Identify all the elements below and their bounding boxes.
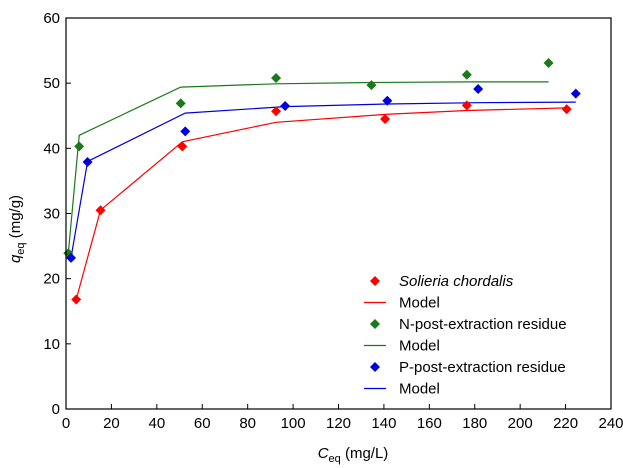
y-tick-label: 0 [52,401,60,418]
y-tick-label: 60 [43,10,60,27]
y-tick-label: 10 [43,336,60,353]
y-tick-label: 20 [43,271,60,288]
data-point [95,205,106,216]
legend: Solieria chordalis Model N-post-extraction… [364,273,567,398]
data-point [473,84,484,95]
x-tick-label: 0 [62,415,70,432]
data-point [380,114,391,125]
x-tick-label: 100 [281,415,306,432]
data-point [82,157,93,168]
data-point [280,100,291,111]
legend-label: Model [399,295,440,312]
data-point [177,141,188,152]
data-point [461,69,472,80]
data-point [71,294,82,305]
plot-area [63,57,581,305]
data-point [175,98,186,109]
legend-label: Model [399,381,440,398]
legend-label: P-post-extraction residue [399,359,566,376]
x-tick-label: 200 [508,415,533,432]
legend-label: N-post-extraction residue [399,316,567,333]
legend-marker [370,276,380,286]
x-tick-label: 120 [326,415,351,432]
x-tick-label: 20 [103,415,120,432]
data-point [366,80,377,91]
y-axis-title: qeq (mg/g) [7,195,27,263]
data-point [570,88,581,99]
y-tick-label: 30 [43,206,60,223]
x-tick-label: 240 [598,415,623,432]
data-point [271,72,282,83]
legend-marker [370,362,380,372]
x-tick-label: 60 [194,415,211,432]
plot-frame [65,17,612,410]
data-point [543,57,554,68]
x-tick-label: 140 [371,415,396,432]
model-line-1 [75,107,567,300]
data-point [382,95,393,106]
data-point [461,100,472,111]
x-tick-label: 180 [462,415,487,432]
x-tick-label: 160 [417,415,442,432]
axes: 0 20 40 60 80 100 120 140 160 180 200 220 240 0 10 20 30… [43,10,623,432]
x-tick-label: 220 [553,415,578,432]
model-line-3 [67,81,549,254]
model-line-5 [70,101,576,258]
y-tick-label: 40 [43,140,60,157]
data-point [271,106,282,117]
legend-marker [370,319,380,329]
y-tick-label: 50 [43,75,60,92]
data-point [180,126,191,137]
data-point [561,104,572,115]
legend-label: Solieria chordalis [399,273,514,290]
x-tick-label: 80 [239,415,256,432]
data-point [74,141,85,152]
data-point [65,252,76,263]
legend-label: Model [399,338,440,355]
x-tick-label: 40 [148,415,165,432]
x-axis-title: Ceq (mg/L) [318,445,389,465]
